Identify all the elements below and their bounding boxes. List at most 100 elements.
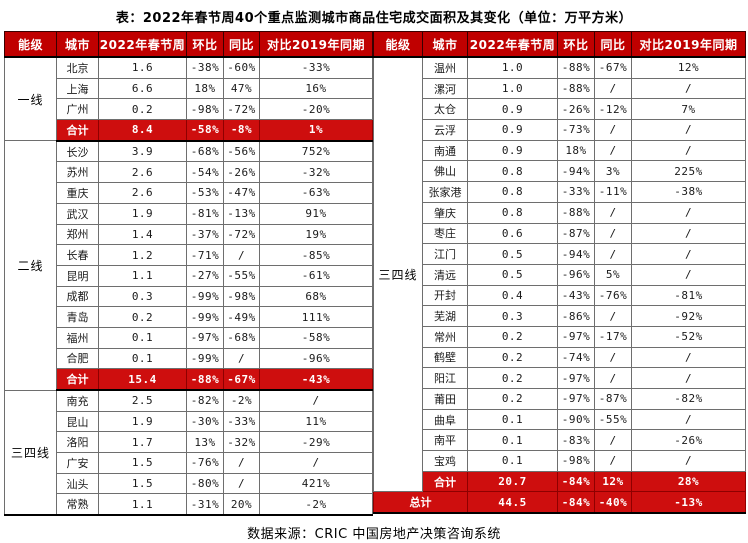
total-value-cell: -84% (557, 470, 595, 493)
value-cell: 752% (259, 140, 373, 163)
column-header: 同比 (594, 31, 632, 58)
city-row: 清远 0.5 -96% 5% / (374, 263, 746, 286)
value-cell: -86% (557, 305, 595, 327)
grand-total-row: 总计 44.5 -84% -40% -13% (373, 491, 746, 514)
value-cell: -74% (557, 346, 595, 369)
column-header: 2022年春节周 (467, 31, 558, 58)
value-cell: / (594, 77, 632, 100)
value-cell: 0.4 (467, 284, 558, 307)
value-cell: 0.8 (467, 181, 558, 203)
data-source: 数据来源：CRIC 中国房地产决策咨询系统 (247, 527, 501, 543)
city-cell: 清远 (422, 263, 468, 286)
city-cell: 长春 (56, 244, 99, 266)
value-cell: -76% (186, 452, 224, 474)
city-cell: 青岛 (56, 306, 99, 328)
value-cell: 2.6 (98, 161, 187, 184)
value-cell: -33% (557, 181, 595, 203)
value-cell: 0.9 (467, 139, 558, 162)
value-cell: -81% (631, 284, 746, 307)
value-cell: -92% (631, 305, 746, 327)
city-cell: 广州 (56, 98, 99, 121)
value-cell: 0.2 (467, 325, 558, 348)
value-cell: 1.5 (98, 452, 187, 474)
city-row: 洛阳 1.7 13% -32% -29% (5, 431, 373, 454)
city-row: 江门 0.5 -94% / / (374, 243, 746, 265)
value-cell: / (631, 201, 746, 224)
value-cell: -85% (259, 244, 373, 266)
city-cell: 鹤壁 (422, 346, 468, 369)
value-cell: 0.8 (467, 160, 558, 183)
value-cell: 0.9 (467, 119, 558, 141)
value-cell: -82% (631, 388, 746, 410)
value-cell: 225% (631, 160, 746, 183)
value-cell: 16% (259, 77, 373, 100)
city-row: 常州 0.2 -97% -17% -52% (374, 325, 746, 348)
value-cell: 0.1 (467, 429, 558, 452)
value-cell: / (223, 472, 260, 495)
value-cell: -72% (223, 98, 260, 121)
value-cell: -80% (186, 472, 224, 495)
city-row: 南通 0.9 18% / / (374, 139, 746, 162)
subtotal-row: 合计 15.4 -88% -67% -43% (5, 368, 373, 392)
value-cell: 91% (259, 202, 373, 225)
value-cell: 0.8 (467, 201, 558, 224)
city-cell: 江门 (422, 243, 468, 265)
value-cell: / (259, 389, 373, 412)
value-cell: -97% (557, 325, 595, 348)
value-cell: -99% (186, 347, 224, 370)
city-row: 佛山 0.8 -94% 3% 225% (374, 160, 746, 183)
value-cell: / (631, 450, 746, 472)
value-cell: -87% (594, 388, 632, 410)
city-cell: 广安 (56, 452, 99, 474)
grand-total-value-cell: -84% (557, 491, 595, 514)
value-cell: -99% (186, 306, 224, 328)
value-cell: -26% (223, 161, 260, 184)
value-cell: -83% (557, 429, 595, 452)
total-label-cell: 合计 (56, 119, 99, 142)
city-row: 青岛 0.2 -99% -49% 111% (5, 306, 373, 328)
value-cell: -20% (259, 98, 373, 121)
city-table-left: 能级 城市 2022年春节周 环比 同比 对比2019年同期 一线 北京 1.6 -38% -60… (4, 31, 373, 517)
city-cell: 合肥 (56, 347, 99, 370)
total-value-cell: -88% (186, 368, 224, 392)
value-cell: -53% (186, 182, 224, 204)
value-cell: / (594, 429, 632, 452)
value-cell: 7% (631, 98, 746, 121)
total-value-cell: 12% (594, 470, 632, 493)
value-cell: / (594, 201, 632, 224)
total-value-cell: -58% (186, 119, 224, 142)
city-cell: 南充 (56, 389, 99, 412)
city-cell: 宝鸡 (422, 450, 468, 472)
value-cell: -29% (259, 431, 373, 454)
city-row: 张家港 0.8 -33% -11% -38% (374, 181, 746, 203)
total-value-cell: -67% (223, 368, 260, 392)
value-cell: 1.9 (98, 410, 187, 433)
value-cell: -55% (223, 264, 260, 287)
city-cell: 成都 (56, 285, 99, 308)
city-row: 昆山 1.9 -30% -33% 11% (5, 410, 373, 433)
city-cell: 肇庆 (422, 201, 468, 224)
value-cell: 13% (186, 431, 224, 454)
value-cell: 0.2 (98, 98, 187, 121)
city-cell: 常熟 (56, 493, 99, 516)
value-cell: 5% (594, 263, 632, 286)
value-cell: 1.7 (98, 431, 187, 454)
value-cell: -49% (223, 306, 260, 328)
value-cell: / (594, 119, 632, 141)
value-cell: -56% (223, 140, 260, 163)
city-cell: 阳江 (422, 367, 468, 389)
city-row: 苏州 2.6 -54% -26% -32% (5, 161, 373, 184)
city-cell: 南平 (422, 429, 468, 452)
value-cell: 1.9 (98, 202, 187, 225)
value-cell: 0.1 (98, 326, 187, 349)
city-cell: 莆田 (422, 388, 468, 410)
value-cell: -81% (186, 202, 224, 225)
value-cell: / (259, 452, 373, 474)
city-row: 开封 0.4 -43% -76% -81% (374, 284, 746, 307)
value-cell: -26% (631, 429, 746, 452)
tier-cell: 三四线 (4, 389, 57, 516)
city-row: 武汉 1.9 -81% -13% 91% (5, 202, 373, 225)
value-cell: -13% (223, 202, 260, 225)
value-cell: -60% (223, 56, 260, 79)
value-cell: -97% (557, 388, 595, 410)
